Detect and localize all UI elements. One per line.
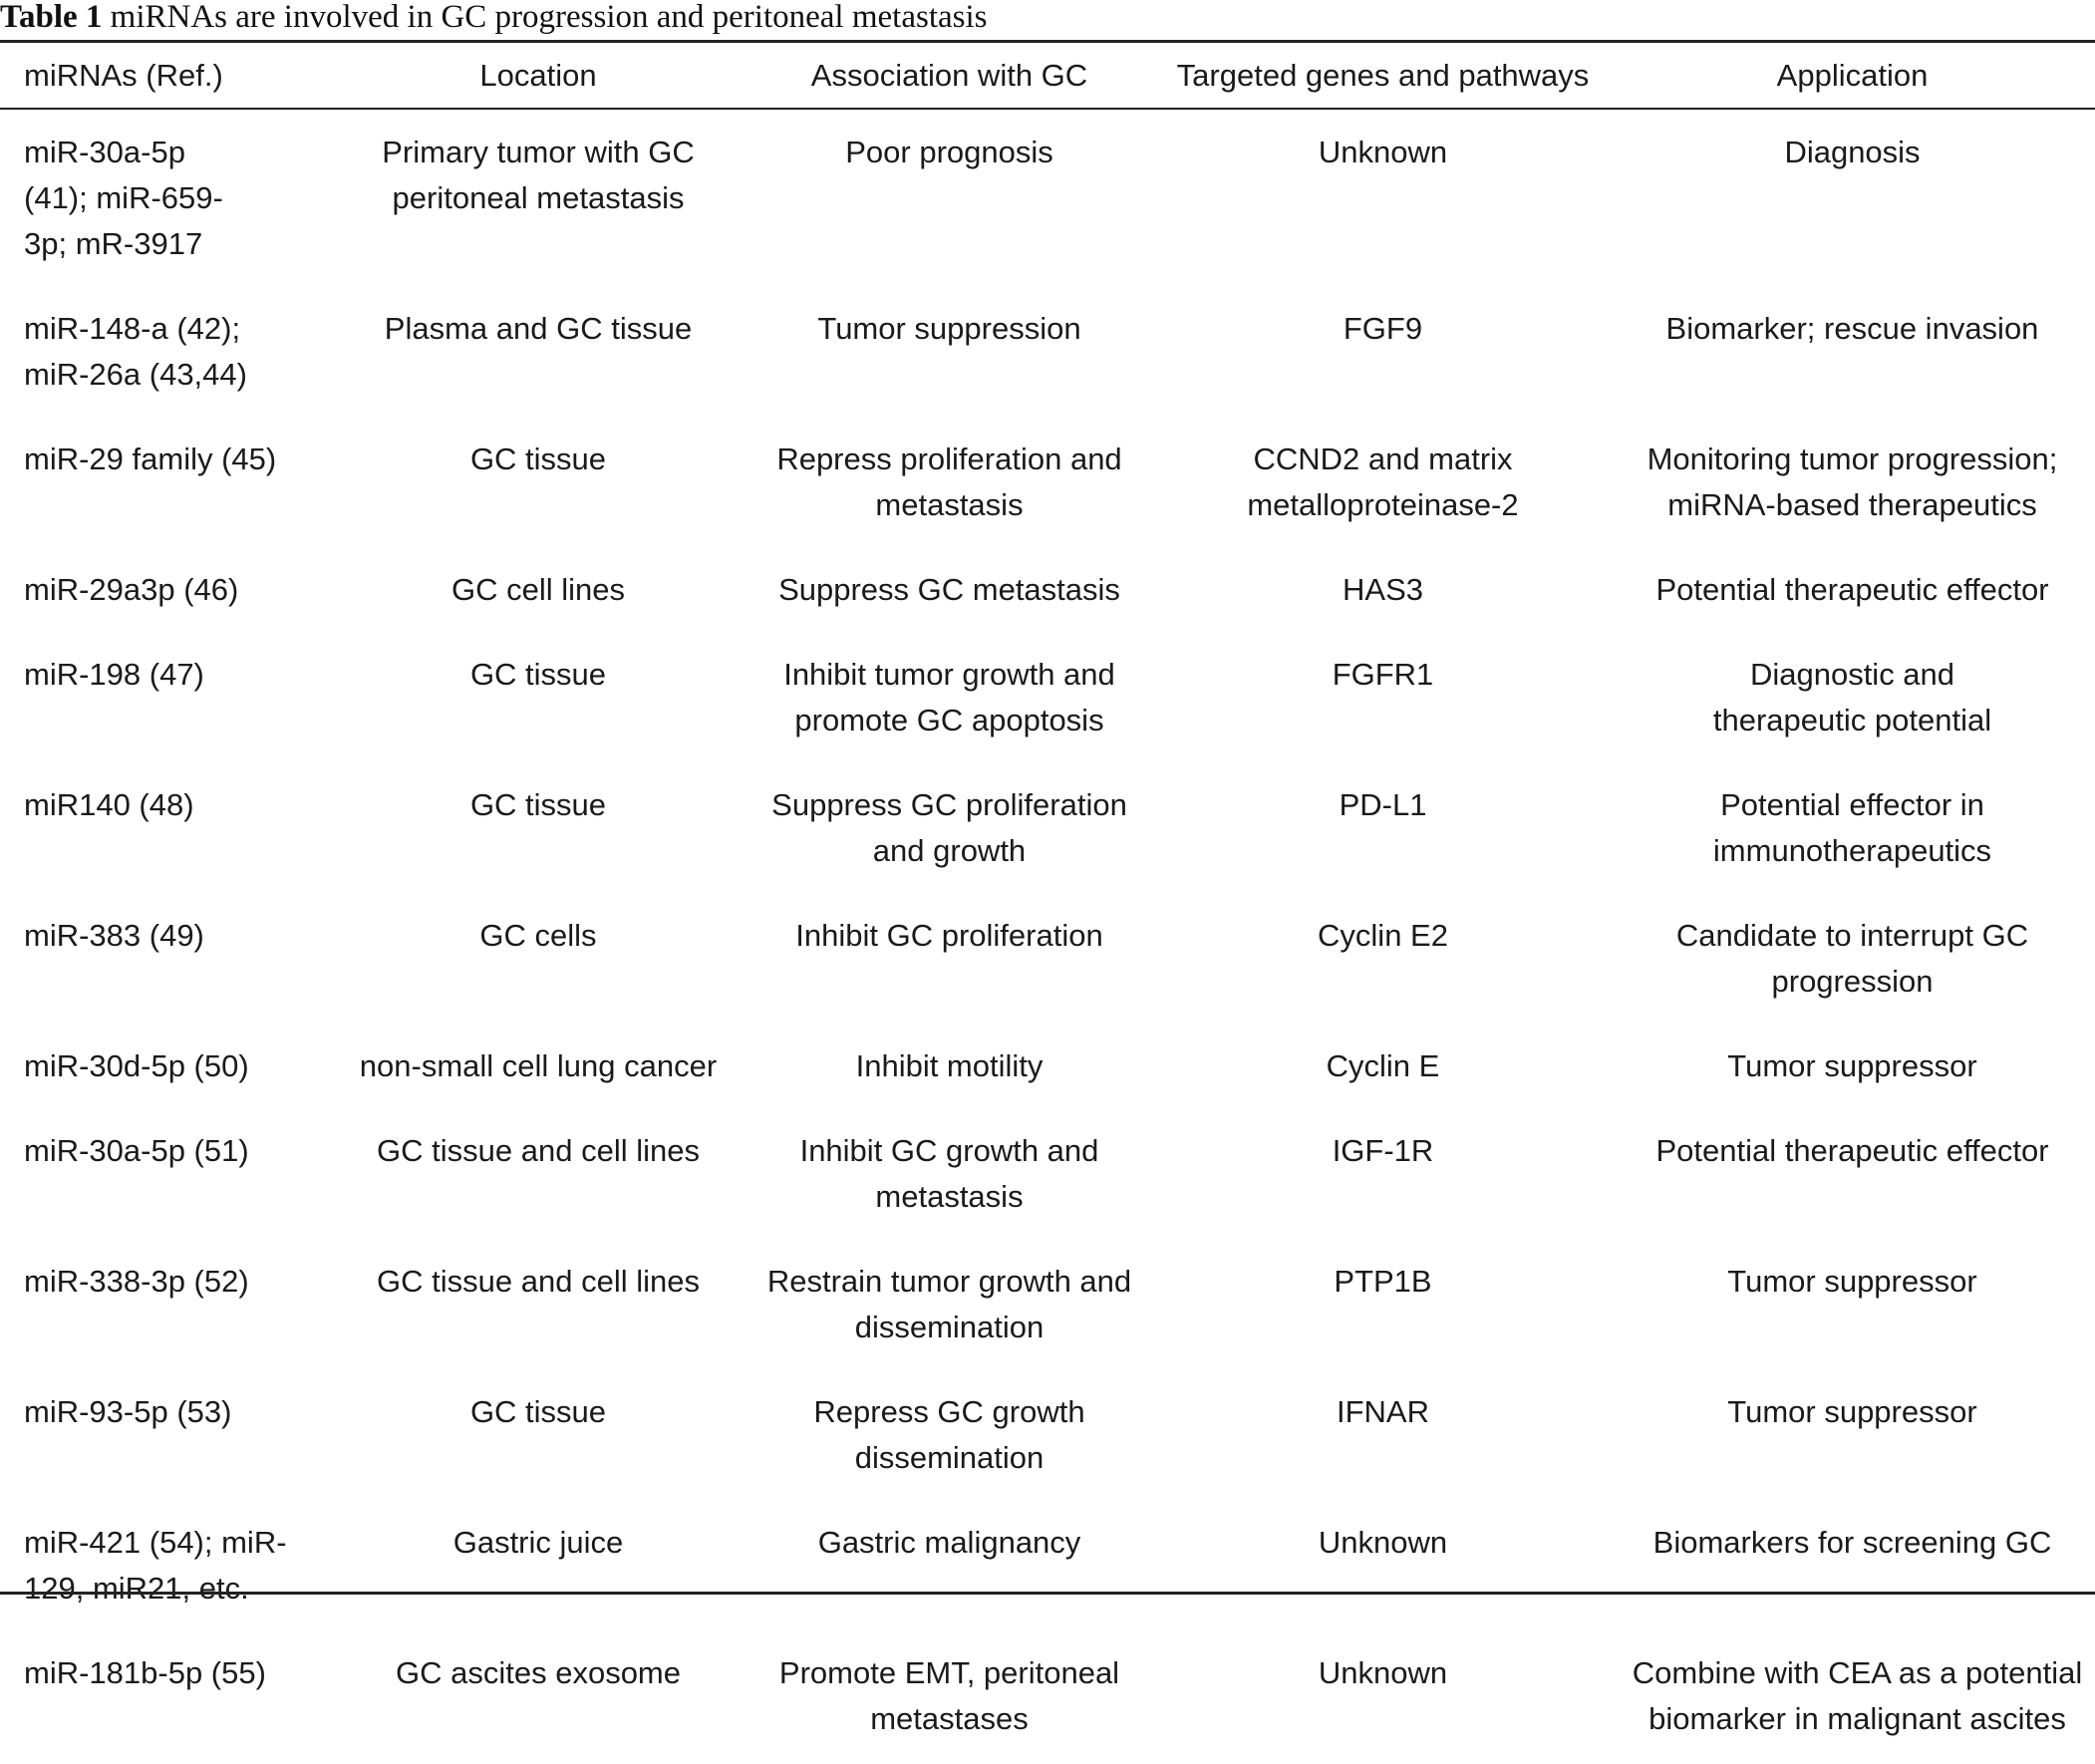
cell-association: Promote EMT, peritoneal metastases [778,1655,1120,1736]
cell-application: Biomarkers for screening GC [1652,1525,2052,1560]
cell-targets: IFNAR [1337,1394,1429,1429]
cell-location: GC tissue [469,441,607,476]
cell-association: Inhibit GC proliferation [795,918,1103,953]
cell-mirnas: miR-30d-5p (50) [24,1048,249,1083]
table-row: miR-421 (54); miR-129, miR21, etc. Gastr… [0,1503,2095,1633]
cell-mirnas: miR-338-3p (52) [24,1264,249,1299]
table-caption: Table 1 miRNAs are involved in GC progre… [0,0,2095,40]
table-row: miR-93-5p (53) GC tissue Repress GC grow… [0,1372,2095,1503]
column-header-mirnas: miRNAs (Ref.) [24,57,223,93]
cell-mirnas: miR-198 (47) [24,657,204,692]
cell-application: Tumor suppressor [1727,1264,1977,1299]
cell-location: GC tissue and cell lines [377,1264,700,1299]
cell-location: Primary tumor with GC peritoneal metasta… [382,135,695,215]
cell-targets: FGF9 [1343,311,1423,346]
cell-application: Monitoring tumor progression; miRNA-base… [1646,441,2058,522]
cell-application: Tumor suppressor [1727,1394,1977,1429]
table-row: miR-338-3p (52) GC tissue and cell lines… [0,1242,2095,1372]
cell-association: Tumor suppression [817,311,1081,346]
cell-location: GC tissue [469,657,607,692]
cell-targets: HAS3 [1343,572,1423,607]
cell-location: GC cells [479,918,597,953]
cell-location: Gastric juice [452,1525,624,1560]
cell-mirnas: miR-30a-5p (41); miR-659-3p; mR-3917 [24,135,223,261]
cell-mirnas: miR-148-a (42); miR-26a (43,44) [24,311,247,392]
cell-application: Tumor suppressor [1727,1048,1977,1083]
cell-location: Plasma and GC tissue [384,311,693,346]
table-row: miR-30a-5p (51) GC tissue and cell lines… [0,1111,2095,1242]
cell-association: Repress GC growth dissemination [813,1394,1085,1475]
cell-association: Repress proliferation and metastasis [776,441,1122,522]
cell-association: Inhibit tumor growth and promote GC apop… [783,657,1115,737]
cell-association: Restrain tumor growth and dissemination [766,1264,1132,1344]
cell-association: Suppress GC proliferation and growth [771,787,1127,868]
cell-targets: FGFR1 [1332,657,1434,692]
cell-targets: Unknown [1318,135,1448,169]
cell-mirnas: miR140 (48) [24,787,194,822]
cell-application: Potential therapeutic effector [1655,572,2049,607]
table-row: miR-30d-5p (50) non-small cell lung canc… [0,1027,2095,1111]
cell-location: GC tissue and cell lines [377,1133,700,1168]
cell-application: Potential therapeutic effector [1655,1133,2049,1168]
cell-application: Candidate to interrupt GC progression [1675,918,2029,999]
cell-mirnas: miR-421 (54); miR-129, miR21, etc. [24,1525,287,1606]
cell-mirnas: miR-93-5p (53) [24,1394,232,1429]
column-header-application: Application [1776,57,1929,93]
cell-application: Diagnosis [1784,135,1921,169]
cell-targets: Cyclin E2 [1318,918,1448,953]
table-row: miR-383 (49) GC cells Inhibit GC prolife… [0,896,2095,1027]
table-bottom-rule [0,1592,2095,1595]
cell-association: Suppress GC metastasis [778,572,1120,607]
cell-mirnas: miR-383 (49) [24,918,204,953]
cell-targets: IGF-1R [1332,1133,1434,1168]
cell-association: Poor prognosis [845,135,1053,169]
cell-application: Diagnostic and therapeutic potential [1712,657,1992,737]
cell-association: Gastric malignancy [817,1525,1081,1560]
cell-location: GC ascites exosome [396,1655,681,1690]
column-header-association: Association with GC [810,57,1088,93]
column-header-location: Location [479,57,597,93]
cell-mirnas: miR-30a-5p (51) [24,1133,249,1168]
table-row: miR-198 (47) GC tissue Inhibit tumor gro… [0,635,2095,765]
cell-location: GC tissue [469,1394,607,1429]
column-header-targets: Targeted genes and pathways [1176,57,1590,93]
cell-targets: Unknown [1318,1655,1448,1690]
table-row: miR-30a-5p (41); miR-659-3p; mR-3917 Pri… [0,108,2095,289]
cell-association: Inhibit GC growth and metastasis [799,1133,1099,1214]
cell-location: non-small cell lung cancer [359,1048,718,1083]
table-row: miR-148-a (42); miR-26a (43,44) Plasma a… [0,289,2095,420]
table-row: miR-181b-5p (55) GC ascites exosome Prom… [0,1633,2095,1764]
table-header-row: miRNAs (Ref.) Location Association with … [0,43,2095,108]
cell-targets: CCND2 and matrix metalloproteinase-2 [1247,441,1519,522]
cell-association: Inhibit motility [855,1048,1044,1083]
mirna-table: miRNAs (Ref.) Location Association with … [0,43,2095,1764]
cell-location: GC cell lines [451,572,625,607]
table-caption-text: miRNAs are involved in GC progression an… [110,0,988,35]
cell-location: GC tissue [469,787,607,822]
cell-mirnas: miR-29a3p (46) [24,572,239,607]
cell-targets: Cyclin E [1326,1048,1440,1083]
cell-application: Combine with CEA as a potential biomarke… [1632,1655,2083,1736]
table-caption-label: Table 1 [0,0,103,35]
table-row: miR-29 family (45) GC tissue Repress pro… [0,420,2095,550]
table-row: miR-29a3p (46) GC cell lines Suppress GC… [0,550,2095,635]
cell-mirnas: miR-181b-5p (55) [24,1655,266,1690]
table-row: miR140 (48) GC tissue Suppress GC prolif… [0,765,2095,896]
header-rule [0,108,2095,110]
cell-targets: PD-L1 [1339,787,1427,822]
cell-targets: PTP1B [1334,1264,1432,1299]
cell-application: Potential effector in immunotherapeutics [1712,787,1992,868]
cell-targets: Unknown [1318,1525,1448,1560]
cell-mirnas: miR-29 family (45) [24,441,277,476]
table-top-rule [0,40,2095,43]
cell-application: Biomarker; rescue invasion [1665,311,2039,346]
